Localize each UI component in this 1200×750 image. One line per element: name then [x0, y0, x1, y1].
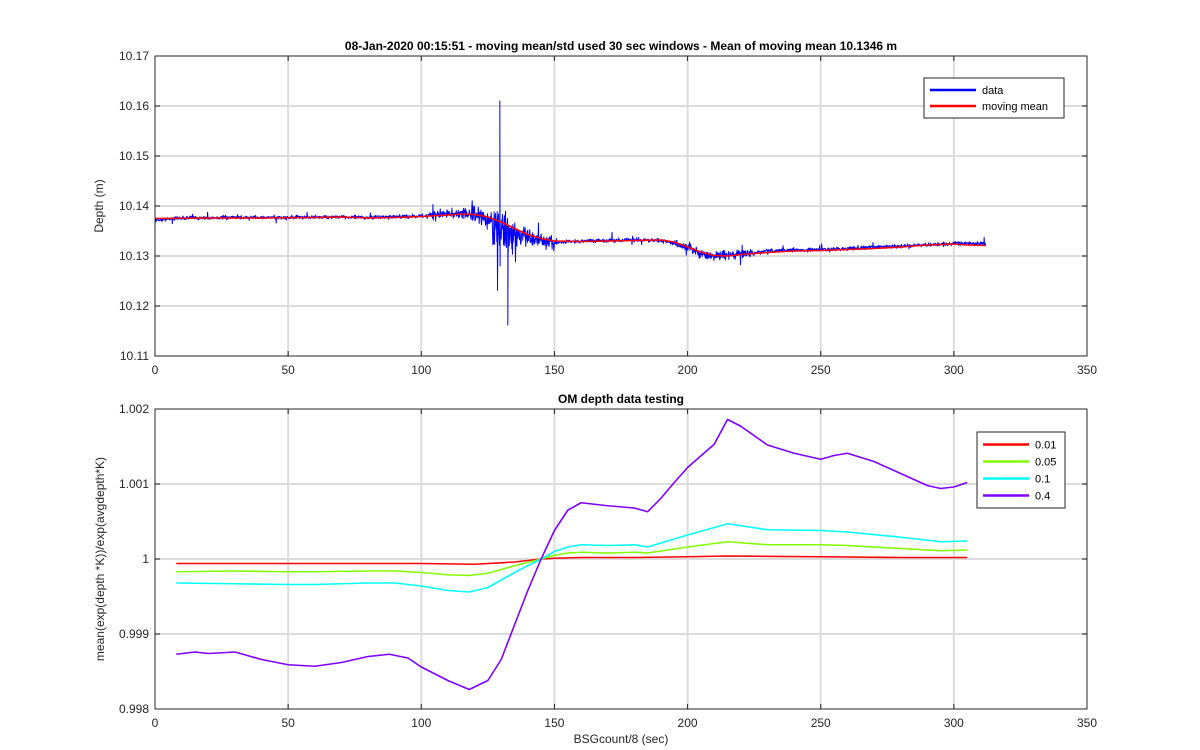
x-tick-label: 300: [944, 716, 964, 730]
x-tick-label: 50: [281, 716, 295, 730]
y-tick-label: 10.13: [119, 249, 149, 263]
y-tick-label: 10.16: [119, 99, 149, 113]
series-group: [176, 418, 968, 691]
series-line-moving-mean: [155, 213, 986, 257]
ticks: 0 50 100 150 200 250 300 350 0.998 0.999 1 1.001 1.0…: [119, 402, 1097, 730]
series-line-0.05: [176, 540, 968, 577]
legend-label-0.4: 0.4: [1035, 491, 1050, 503]
x-axis-label: BSGcount/8 (sec): [574, 732, 669, 746]
legend-box: [923, 77, 1065, 119]
y-tick-label: 10.14: [119, 199, 149, 213]
ticks: 0 50 100 150 200 250 300 350 10.11 10.12 10.13 10.1…: [119, 49, 1097, 377]
grid: [155, 409, 1087, 709]
legend-label-0.01: 0.01: [1035, 440, 1056, 452]
x-tick-label: 150: [544, 363, 564, 377]
series-group: [155, 100, 987, 326]
y-tick-label: 10.17: [119, 49, 149, 63]
chart-1: 0 50 100 150 200 250 300 350 10.11 10.12 10.13 10.1…: [92, 39, 1097, 377]
chart-title: OM depth data testing: [558, 392, 684, 406]
x-tick-label: 350: [1077, 716, 1097, 730]
y-tick-label: 1.002: [119, 402, 149, 416]
x-tick-label: 0: [152, 716, 159, 730]
y-tick-label: 10.12: [119, 299, 149, 313]
x-tick-label: 200: [678, 363, 698, 377]
y-tick-label: 0.998: [119, 702, 149, 716]
legend-label-0.05: 0.05: [1035, 457, 1056, 469]
y-tick-label: 1: [142, 552, 149, 566]
legend-label-data: data: [982, 85, 1004, 97]
y-tick-label: 0.999: [119, 627, 149, 641]
x-tick-label: 150: [544, 716, 564, 730]
legend: data moving mean: [923, 77, 1065, 119]
x-tick-label: 50: [281, 363, 295, 377]
x-tick-label: 0: [152, 363, 159, 377]
y-tick-label: 10.11: [120, 349, 149, 363]
y-tick-label: 10.15: [119, 149, 149, 163]
y-tick-label: 1.001: [119, 477, 149, 491]
x-tick-label: 100: [411, 716, 431, 730]
series-line-0.4: [176, 418, 968, 691]
chart-title: 08-Jan-2020 00:15:51 - moving mean/std u…: [345, 39, 897, 53]
x-tick-label: 200: [678, 716, 698, 730]
legend-label-moving-mean: moving mean: [982, 101, 1048, 113]
y-axis-label: mean(exp(depth *K))/exp(avgdepth*K): [93, 457, 107, 661]
series-line-0.01: [176, 555, 968, 566]
x-tick-label: 350: [1077, 363, 1097, 377]
x-tick-label: 250: [811, 363, 831, 377]
legend: 0.01 0.05 0.1 0.4: [976, 431, 1066, 509]
y-axis-label: Depth (m): [92, 179, 106, 232]
x-tick-label: 250: [811, 716, 831, 730]
chart-2: 0 50 100 150 200 250 300 350 0.998 0.999 1 1.001 1.0…: [93, 392, 1097, 746]
series-line-0.1: [176, 522, 968, 593]
legend-label-0.1: 0.1: [1035, 474, 1050, 486]
x-tick-label: 300: [944, 363, 964, 377]
x-tick-label: 100: [411, 363, 431, 377]
